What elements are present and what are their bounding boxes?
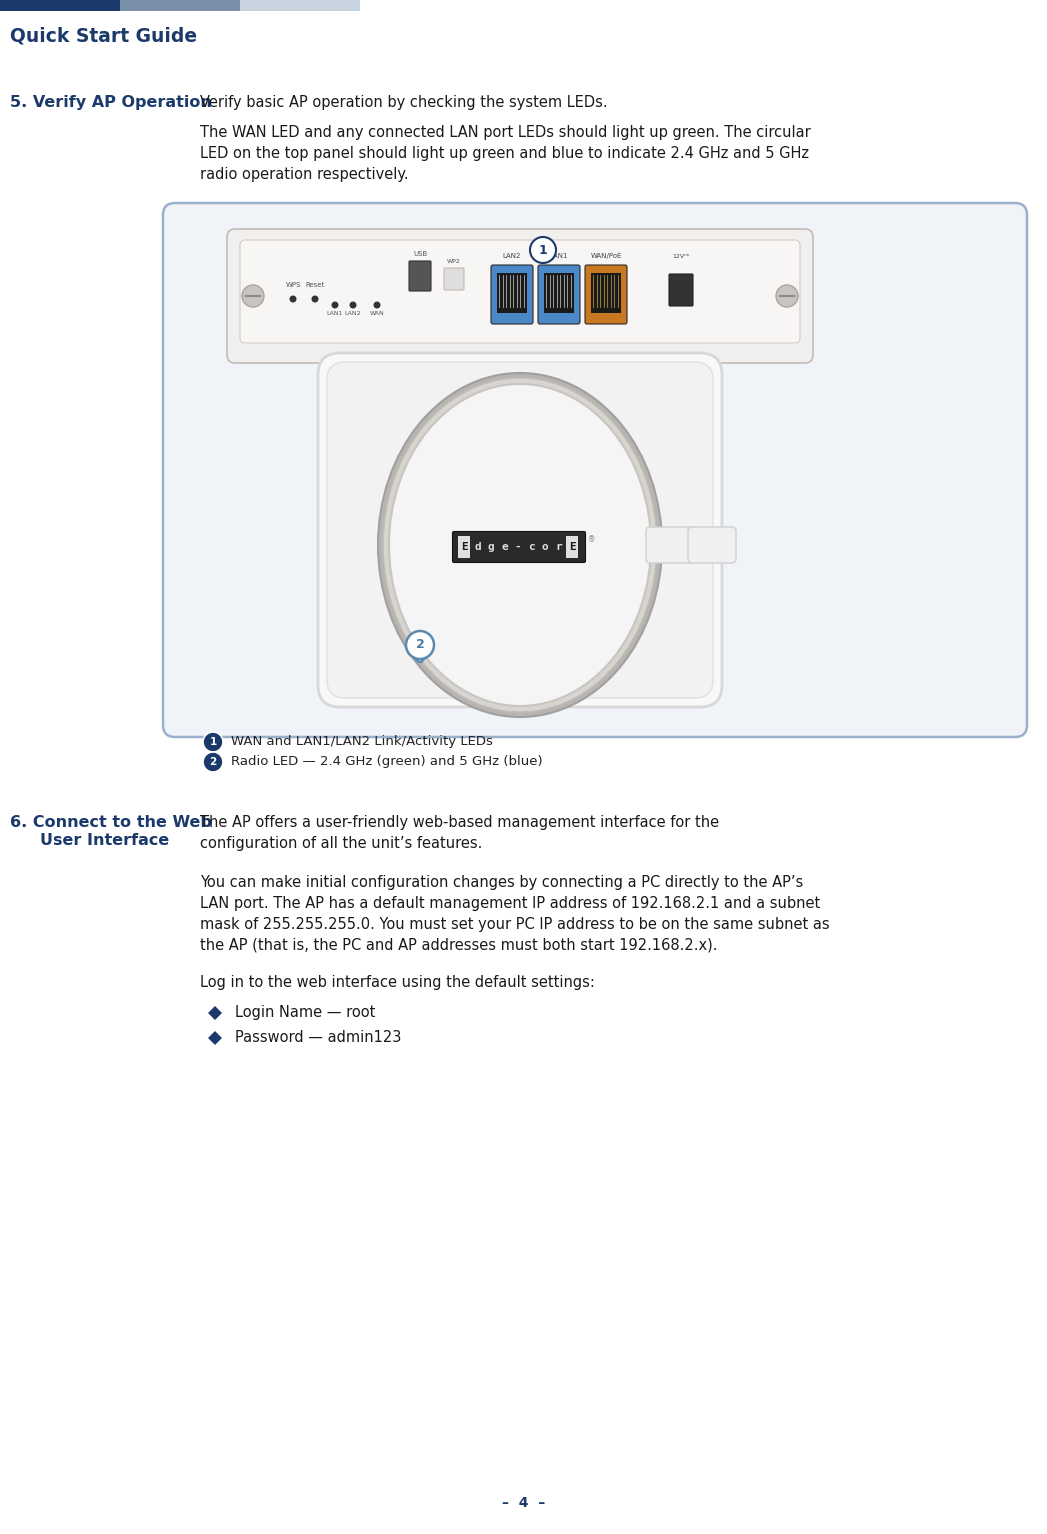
Text: Login Name — root: Login Name — root	[235, 1005, 376, 1020]
FancyBboxPatch shape	[544, 273, 574, 313]
Text: -: -	[515, 542, 521, 552]
Text: WP2: WP2	[447, 259, 461, 264]
Text: –  4  –: – 4 –	[502, 1496, 545, 1509]
FancyBboxPatch shape	[327, 362, 713, 698]
Bar	[240, 0, 360, 11]
Text: The WAN LED and any connected LAN port LEDs should light up green. The circular
: The WAN LED and any connected LAN port L…	[200, 124, 810, 183]
Text: 6. Connect to the Web: 6. Connect to the Web	[10, 815, 211, 830]
Text: Quick Start Guide: Quick Start Guide	[10, 26, 197, 44]
Text: 2: 2	[209, 756, 217, 767]
Circle shape	[374, 302, 380, 308]
Circle shape	[776, 285, 798, 307]
Text: Log in to the web interface using the default settings:: Log in to the web interface using the de…	[200, 976, 595, 989]
PathPatch shape	[415, 657, 425, 663]
Text: WPS: WPS	[286, 282, 300, 288]
Circle shape	[350, 302, 356, 308]
Circle shape	[290, 296, 296, 302]
Text: WAN and LAN1/LAN2 Link/Activity LEDs: WAN and LAN1/LAN2 Link/Activity LEDs	[231, 735, 493, 749]
FancyBboxPatch shape	[452, 531, 585, 563]
Text: Password — admin123: Password — admin123	[235, 1031, 401, 1046]
Bar	[120, 0, 240, 11]
Text: The AP offers a user-friendly web-based management interface for the
configurati: The AP offers a user-friendly web-based …	[200, 815, 719, 851]
Text: r: r	[555, 542, 562, 552]
Text: 1: 1	[538, 244, 548, 256]
FancyBboxPatch shape	[163, 202, 1027, 736]
Polygon shape	[208, 1006, 222, 1020]
FancyBboxPatch shape	[409, 261, 431, 291]
Text: 1: 1	[209, 736, 217, 747]
Text: o: o	[541, 542, 549, 552]
FancyBboxPatch shape	[497, 273, 527, 313]
FancyBboxPatch shape	[458, 535, 470, 558]
FancyBboxPatch shape	[669, 275, 693, 305]
FancyBboxPatch shape	[227, 229, 814, 364]
FancyBboxPatch shape	[318, 353, 722, 707]
Text: E: E	[461, 542, 467, 552]
Text: Radio LED — 2.4 GHz (green) and 5 GHz (blue): Radio LED — 2.4 GHz (green) and 5 GHz (b…	[231, 756, 542, 769]
Text: e: e	[502, 542, 508, 552]
Bar	[0, 0, 120, 11]
Circle shape	[332, 302, 338, 308]
Text: Reset: Reset	[306, 282, 325, 288]
Text: You can make initial configuration changes by connecting a PC directly to the AP: You can make initial configuration chang…	[200, 874, 829, 953]
Text: 2: 2	[416, 638, 424, 652]
Text: LAN1: LAN1	[550, 253, 569, 259]
Circle shape	[312, 296, 318, 302]
FancyBboxPatch shape	[591, 273, 621, 313]
Circle shape	[242, 285, 264, 307]
FancyBboxPatch shape	[585, 265, 627, 324]
Text: LAN2: LAN2	[503, 253, 521, 259]
Text: WAN: WAN	[370, 311, 384, 316]
Ellipse shape	[389, 384, 651, 706]
Text: ®: ®	[588, 535, 596, 545]
Text: d: d	[474, 542, 481, 552]
FancyBboxPatch shape	[646, 528, 694, 563]
Circle shape	[203, 752, 223, 772]
FancyBboxPatch shape	[538, 265, 580, 324]
Text: c: c	[528, 542, 535, 552]
Text: LAN2: LAN2	[344, 311, 361, 316]
Polygon shape	[208, 1031, 222, 1045]
Circle shape	[406, 630, 435, 660]
Ellipse shape	[383, 377, 658, 712]
Text: g: g	[488, 542, 494, 552]
Text: USB: USB	[413, 252, 427, 258]
Text: Verify basic AP operation by checking the system LEDs.: Verify basic AP operation by checking th…	[200, 95, 607, 110]
FancyBboxPatch shape	[240, 239, 800, 344]
FancyBboxPatch shape	[688, 528, 736, 563]
Text: E: E	[569, 542, 576, 552]
Circle shape	[530, 236, 556, 262]
FancyBboxPatch shape	[491, 265, 533, 324]
Text: 5. Verify AP Operation: 5. Verify AP Operation	[10, 95, 211, 110]
FancyBboxPatch shape	[444, 268, 464, 290]
Text: WAN/PoE: WAN/PoE	[591, 253, 622, 259]
Circle shape	[203, 732, 223, 752]
FancyBboxPatch shape	[566, 535, 578, 558]
Text: LAN1: LAN1	[327, 311, 343, 316]
Text: 12Vⁿⁿ: 12Vⁿⁿ	[672, 255, 690, 259]
Ellipse shape	[378, 373, 662, 716]
Text: User Interface: User Interface	[40, 833, 170, 848]
